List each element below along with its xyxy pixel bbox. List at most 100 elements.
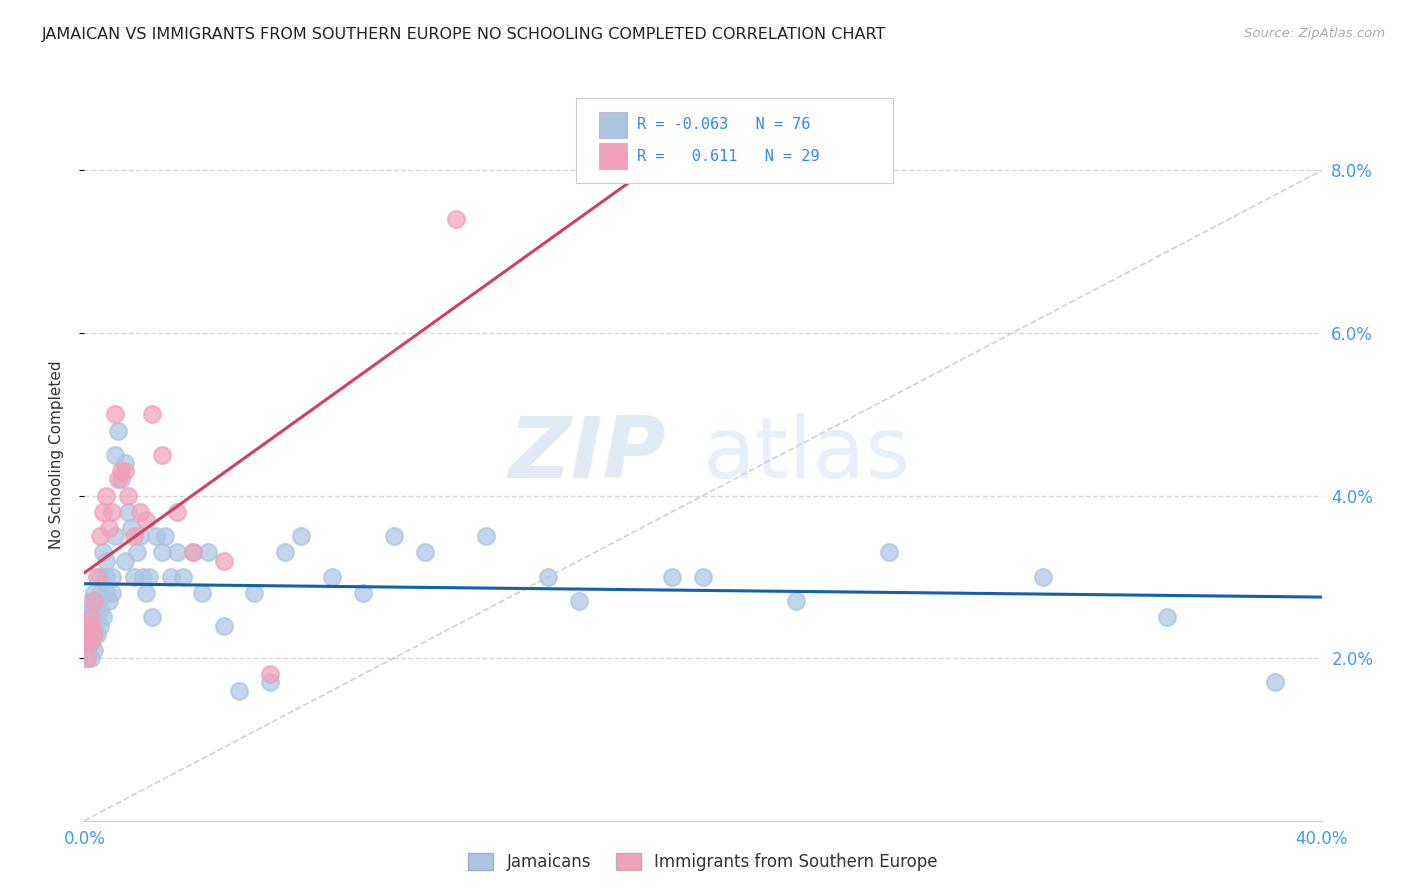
Point bbox=[76, 651, 98, 665]
Point bbox=[537, 570, 560, 584]
Point bbox=[1156, 610, 1178, 624]
Point bbox=[98, 594, 121, 608]
Point bbox=[150, 448, 173, 462]
Point bbox=[94, 489, 117, 503]
Point bbox=[83, 586, 105, 600]
Point bbox=[101, 505, 124, 519]
Point bbox=[475, 529, 498, 543]
Point bbox=[79, 651, 101, 665]
Text: R =   0.611   N = 29: R = 0.611 N = 29 bbox=[637, 149, 820, 163]
Point bbox=[104, 529, 127, 543]
Point bbox=[141, 610, 163, 624]
Point bbox=[79, 635, 101, 649]
Point bbox=[79, 618, 101, 632]
Point bbox=[274, 545, 297, 559]
Point bbox=[76, 626, 98, 640]
Text: JAMAICAN VS IMMIGRANTS FROM SOUTHERN EUROPE NO SCHOOLING COMPLETED CORRELATION C: JAMAICAN VS IMMIGRANTS FROM SOUTHERN EUR… bbox=[42, 27, 887, 42]
Point bbox=[83, 643, 105, 657]
Point bbox=[114, 553, 136, 567]
Point bbox=[91, 505, 114, 519]
Point bbox=[83, 594, 105, 608]
Point bbox=[89, 570, 111, 584]
Point bbox=[98, 521, 121, 535]
Point bbox=[135, 586, 157, 600]
Point bbox=[160, 570, 183, 584]
Point bbox=[76, 618, 98, 632]
Text: atlas: atlas bbox=[703, 413, 911, 497]
Point bbox=[877, 545, 900, 559]
Point bbox=[120, 521, 142, 535]
Point bbox=[259, 667, 281, 681]
Point bbox=[212, 553, 235, 567]
Point bbox=[89, 618, 111, 632]
Point bbox=[101, 570, 124, 584]
Point bbox=[172, 570, 194, 584]
Point bbox=[141, 407, 163, 421]
Point bbox=[94, 586, 117, 600]
Point bbox=[181, 545, 204, 559]
Point bbox=[86, 570, 108, 584]
Point bbox=[110, 464, 132, 478]
Point bbox=[114, 464, 136, 478]
Point bbox=[89, 602, 111, 616]
Point bbox=[89, 529, 111, 543]
Point bbox=[150, 545, 173, 559]
Point bbox=[166, 505, 188, 519]
Point bbox=[290, 529, 312, 543]
Point bbox=[79, 594, 101, 608]
Point bbox=[91, 610, 114, 624]
Point bbox=[212, 618, 235, 632]
Point bbox=[94, 553, 117, 567]
Point bbox=[76, 651, 98, 665]
Point bbox=[94, 570, 117, 584]
Point bbox=[166, 545, 188, 559]
Point bbox=[76, 643, 98, 657]
Point bbox=[76, 618, 98, 632]
Point bbox=[110, 472, 132, 486]
Point bbox=[692, 570, 714, 584]
Point bbox=[104, 448, 127, 462]
Point bbox=[1032, 570, 1054, 584]
Point bbox=[86, 594, 108, 608]
Y-axis label: No Schooling Completed: No Schooling Completed bbox=[49, 360, 63, 549]
Point bbox=[785, 594, 807, 608]
Point bbox=[129, 505, 152, 519]
Text: Source: ZipAtlas.com: Source: ZipAtlas.com bbox=[1244, 27, 1385, 40]
Point bbox=[129, 529, 152, 543]
Point bbox=[138, 570, 160, 584]
Point bbox=[243, 586, 266, 600]
Point bbox=[79, 602, 101, 616]
Point bbox=[132, 570, 155, 584]
Point bbox=[444, 212, 467, 227]
Point bbox=[104, 407, 127, 421]
Point bbox=[228, 683, 250, 698]
Point bbox=[79, 618, 101, 632]
Point bbox=[107, 424, 129, 438]
Point bbox=[83, 626, 105, 640]
Point bbox=[79, 610, 101, 624]
Point bbox=[1264, 675, 1286, 690]
Point bbox=[135, 513, 157, 527]
Point bbox=[76, 635, 98, 649]
Point bbox=[122, 529, 145, 543]
Point bbox=[83, 626, 105, 640]
Point bbox=[125, 545, 148, 559]
Point bbox=[145, 529, 167, 543]
Text: ZIP: ZIP bbox=[508, 413, 666, 497]
Point bbox=[661, 570, 683, 584]
Point bbox=[76, 610, 98, 624]
Point bbox=[86, 626, 108, 640]
Point bbox=[114, 456, 136, 470]
Point bbox=[107, 472, 129, 486]
Point bbox=[89, 586, 111, 600]
Point bbox=[83, 618, 105, 632]
Point bbox=[79, 635, 101, 649]
Point bbox=[153, 529, 176, 543]
Point bbox=[259, 675, 281, 690]
Point bbox=[413, 545, 436, 559]
Point bbox=[191, 586, 214, 600]
Point bbox=[181, 545, 204, 559]
Point bbox=[352, 586, 374, 600]
Point bbox=[117, 505, 139, 519]
Point bbox=[382, 529, 405, 543]
